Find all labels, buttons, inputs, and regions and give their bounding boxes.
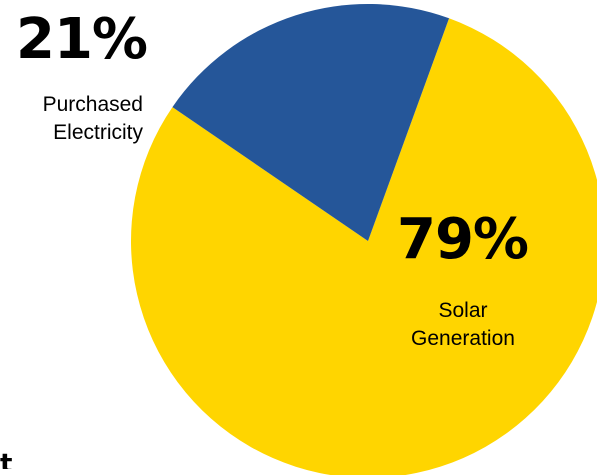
- purchased-category-label: Purchased Electricity: [43, 91, 143, 147]
- solar-percent-label: 79%: [397, 207, 529, 272]
- solar-category-line-2: Generation: [411, 327, 515, 350]
- pie-slice-solar: [131, 18, 597, 475]
- pie-slice-purchased: [172, 3, 450, 241]
- purchased-percent-label: 21%: [16, 7, 148, 72]
- purchased-category-line-1: Purchased: [42, 93, 143, 116]
- solar-category-label: Solar Generation: [388, 297, 538, 353]
- solar-category-line-1: Solar: [438, 299, 488, 322]
- purchased-category-line-2: Electricity: [53, 121, 143, 144]
- cut-off-text-fragment: t: [0, 449, 13, 475]
